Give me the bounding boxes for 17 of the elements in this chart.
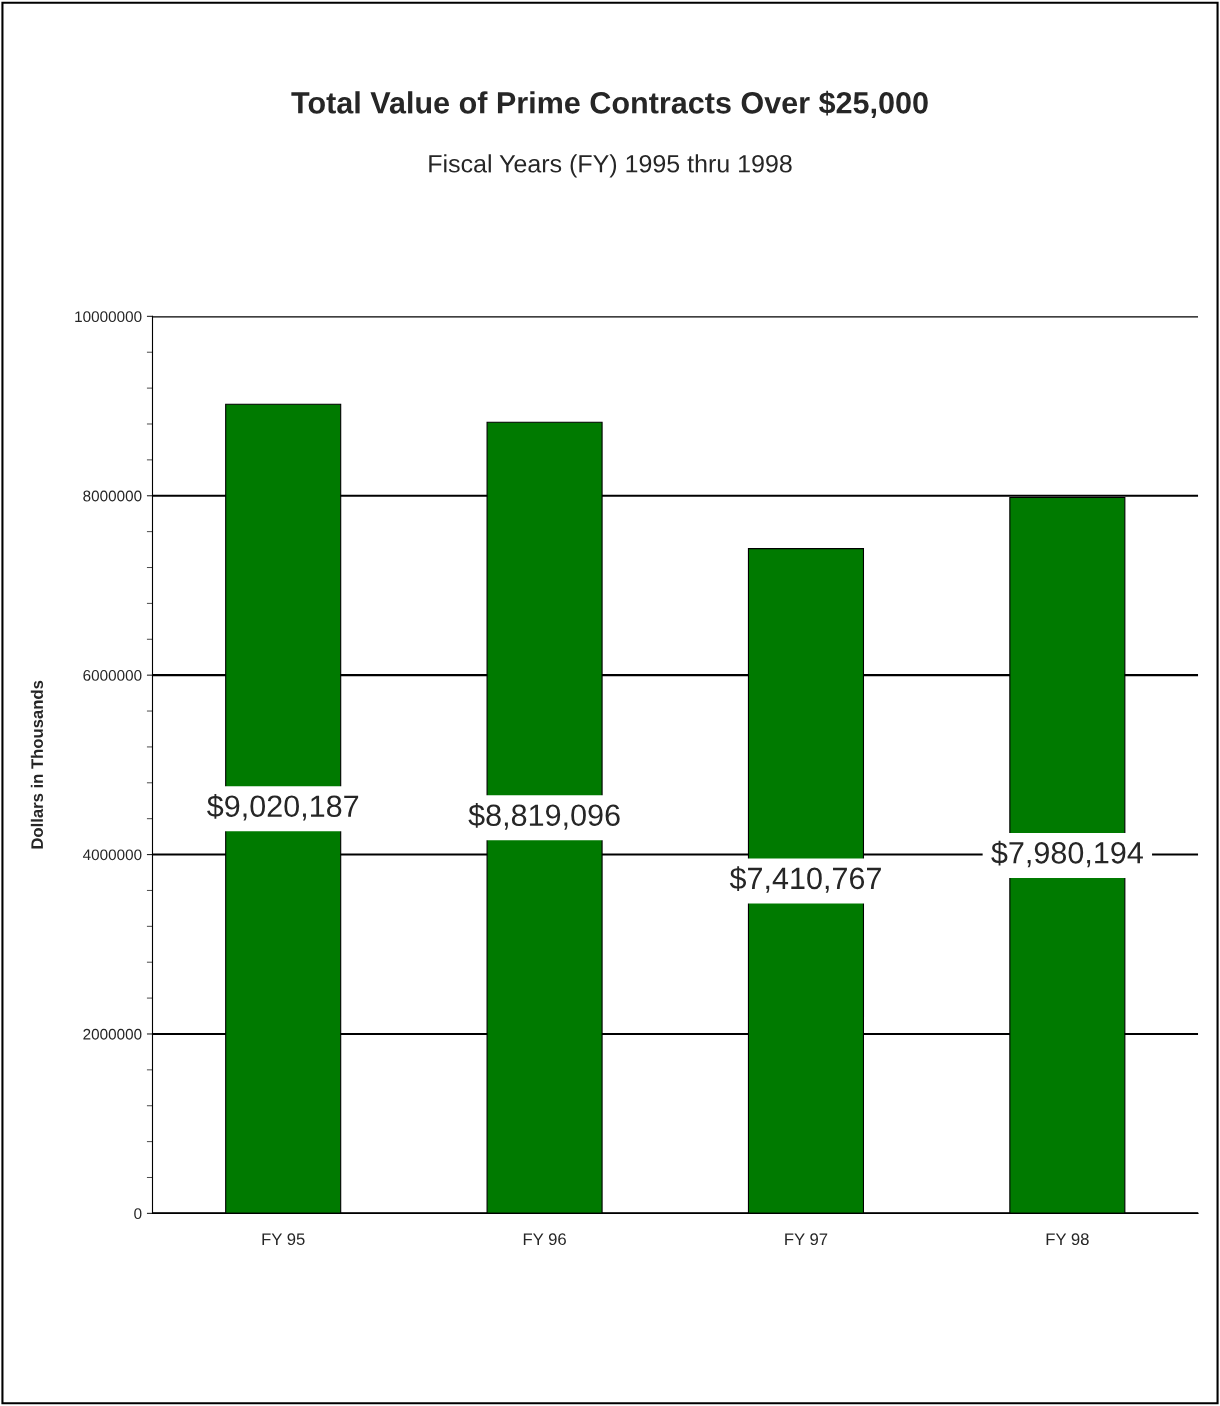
data-label: $8,819,096 <box>468 803 620 830</box>
y-tick-label: 0 <box>134 1208 142 1220</box>
data-label: $7,980,194 <box>991 840 1143 868</box>
x-tick-label: FY 98 <box>1046 1233 1089 1246</box>
y-tick-label: 10000000 <box>75 311 142 323</box>
y-tick-label: 6000000 <box>83 670 142 681</box>
data-label: $9,020,187 <box>207 794 359 821</box>
y-tick-label: 2000000 <box>83 1028 142 1040</box>
x-tick-label: FY 95 <box>262 1233 305 1246</box>
x-tick-label: FY 96 <box>523 1233 566 1246</box>
chart-subtitle: Fiscal Years (FY) 1995 thru 1998 <box>429 154 792 178</box>
x-tick-label: FY 97 <box>785 1233 828 1246</box>
data-label: $7,410,767 <box>729 866 881 893</box>
y-tick-label: 4000000 <box>82 849 142 861</box>
y-tick-label: 8000000 <box>83 490 142 502</box>
y-axis-title: Dollars in Thousands <box>30 680 44 849</box>
chart-title: Total Value of Prime Contracts Over $25,000 <box>291 90 928 119</box>
